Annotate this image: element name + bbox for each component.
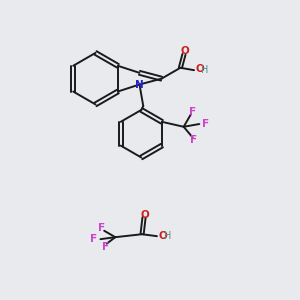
Text: O: O	[196, 64, 204, 74]
Text: O: O	[141, 210, 149, 220]
Text: F: F	[188, 107, 196, 117]
Text: O: O	[181, 46, 189, 56]
Text: H: H	[202, 65, 209, 75]
Text: F: F	[190, 135, 197, 146]
Text: F: F	[202, 119, 209, 129]
Text: N: N	[135, 80, 144, 89]
Text: O: O	[158, 231, 167, 241]
Text: F: F	[90, 234, 98, 244]
Text: F: F	[102, 242, 109, 252]
Text: F: F	[98, 223, 105, 233]
Text: H: H	[164, 231, 172, 241]
